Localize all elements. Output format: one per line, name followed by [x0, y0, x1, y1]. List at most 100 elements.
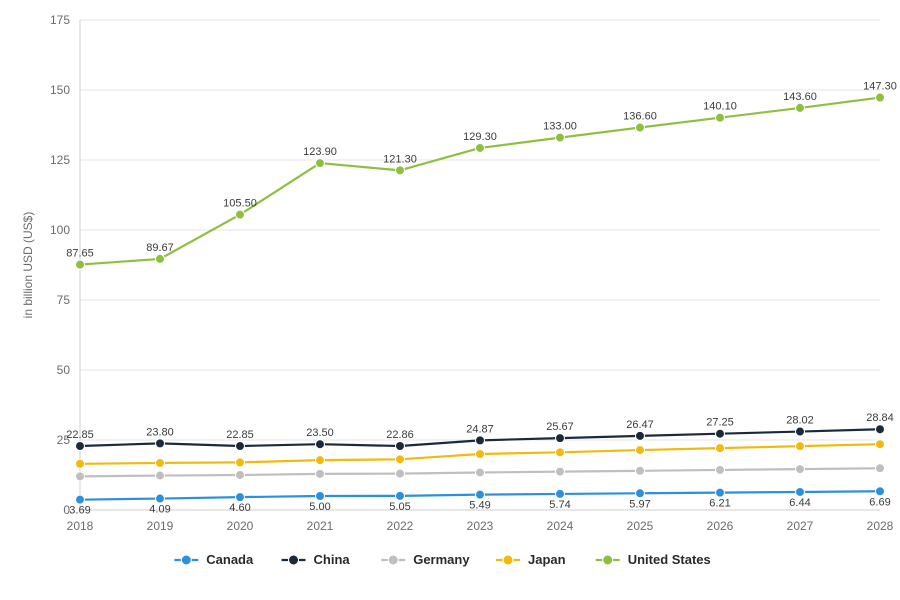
x-tick-label: 2020 [227, 519, 254, 533]
series-marker-united-states [316, 159, 325, 168]
series-marker-japan [636, 446, 645, 455]
series-marker-germany [156, 471, 165, 480]
x-tick-label: 2018 [67, 519, 94, 533]
x-tick-label: 2022 [387, 519, 414, 533]
series-marker-china [716, 429, 725, 438]
data-label-canada: 6.21 [709, 498, 730, 510]
data-label-united-states: 89.67 [146, 242, 174, 254]
series-marker-japan [796, 442, 805, 451]
series-marker-germany [476, 468, 485, 477]
legend-label: Canada [206, 552, 254, 567]
legend-marker-icon [603, 555, 613, 565]
series-marker-canada [156, 494, 165, 503]
series-marker-canada [876, 487, 885, 496]
series-marker-canada [476, 490, 485, 499]
x-tick-label: 2027 [787, 519, 814, 533]
legend-marker-icon [181, 555, 191, 565]
series-marker-china [156, 439, 165, 448]
data-label-united-states: 147.30 [863, 81, 897, 93]
series-marker-china [396, 441, 405, 450]
data-label-china: 28.02 [786, 415, 814, 427]
data-label-china: 25.67 [546, 421, 574, 433]
series-marker-china [796, 427, 805, 436]
series-marker-japan [716, 444, 725, 453]
series-marker-japan [876, 440, 885, 449]
y-tick-label: 125 [50, 153, 70, 167]
series-marker-united-states [876, 93, 885, 102]
series-marker-canada [556, 489, 565, 498]
data-label-united-states: 129.30 [463, 131, 497, 143]
legend-label: United States [628, 552, 711, 567]
series-marker-china [876, 425, 885, 434]
x-tick-label: 2026 [707, 519, 734, 533]
data-label-united-states: 87.65 [66, 248, 94, 260]
series-marker-united-states [716, 113, 725, 122]
data-label-united-states: 143.60 [783, 91, 817, 103]
series-marker-united-states [76, 260, 85, 269]
series-marker-canada [316, 492, 325, 501]
series-marker-germany [796, 465, 805, 474]
line-chart: 0255075100125150175201820192020202120222… [0, 0, 900, 600]
series-marker-canada [716, 488, 725, 497]
series-marker-germany [716, 465, 725, 474]
legend-label: Germany [413, 552, 470, 567]
series-marker-germany [396, 469, 405, 478]
x-tick-label: 2021 [307, 519, 334, 533]
data-label-united-states: 140.10 [703, 101, 737, 113]
chart-container: 0255075100125150175201820192020202120222… [0, 0, 900, 600]
series-marker-united-states [636, 123, 645, 132]
series-marker-united-states [236, 210, 245, 219]
y-tick-label: 75 [57, 293, 71, 307]
series-marker-germany [876, 464, 885, 473]
y-tick-label: 100 [50, 223, 70, 237]
series-marker-china [236, 442, 245, 451]
series-marker-china [476, 436, 485, 445]
data-label-canada: 6.44 [789, 497, 810, 509]
series-marker-japan [236, 458, 245, 467]
data-label-canada: 4.60 [229, 502, 250, 514]
series-marker-germany [76, 472, 85, 481]
series-marker-china [316, 440, 325, 449]
series-marker-canada [396, 491, 405, 500]
series-marker-japan [316, 456, 325, 465]
data-label-china: 22.85 [66, 429, 94, 441]
x-tick-label: 2025 [627, 519, 654, 533]
series-marker-germany [236, 471, 245, 480]
y-tick-label: 150 [50, 83, 70, 97]
series-marker-japan [556, 448, 565, 457]
data-label-china: 28.84 [866, 412, 894, 424]
series-marker-china [556, 434, 565, 443]
series-marker-canada [796, 487, 805, 496]
data-label-canada: 6.69 [869, 496, 890, 508]
series-marker-japan [156, 458, 165, 467]
data-label-united-states: 105.50 [223, 198, 257, 210]
data-label-canada: 5.00 [309, 501, 330, 513]
legend-marker-icon [503, 555, 513, 565]
series-marker-china [636, 431, 645, 440]
series-marker-united-states [476, 143, 485, 152]
data-label-canada: 5.49 [469, 500, 490, 512]
data-label-canada: 5.74 [549, 499, 570, 511]
legend-marker-icon [289, 555, 299, 565]
y-axis-label: in billion USD (US$) [21, 212, 35, 319]
x-tick-label: 2019 [147, 519, 174, 533]
data-label-china: 26.47 [626, 419, 654, 431]
series-marker-japan [476, 450, 485, 459]
data-label-united-states: 136.60 [623, 111, 657, 123]
series-marker-canada [636, 489, 645, 498]
data-label-canada: 5.97 [629, 498, 650, 510]
x-tick-label: 2028 [867, 519, 894, 533]
series-marker-germany [316, 469, 325, 478]
series-marker-united-states [396, 166, 405, 175]
series-marker-japan [396, 455, 405, 464]
data-label-china: 27.25 [706, 417, 734, 429]
data-label-china: 22.86 [386, 429, 414, 441]
legend-marker-icon [388, 555, 398, 565]
data-label-china: 22.85 [226, 429, 254, 441]
x-tick-label: 2024 [547, 519, 574, 533]
series-marker-china [76, 442, 85, 451]
data-label-united-states: 121.30 [383, 153, 417, 165]
data-label-china: 24.87 [466, 423, 494, 435]
y-tick-label: 50 [57, 363, 71, 377]
legend-label: Japan [528, 552, 566, 567]
